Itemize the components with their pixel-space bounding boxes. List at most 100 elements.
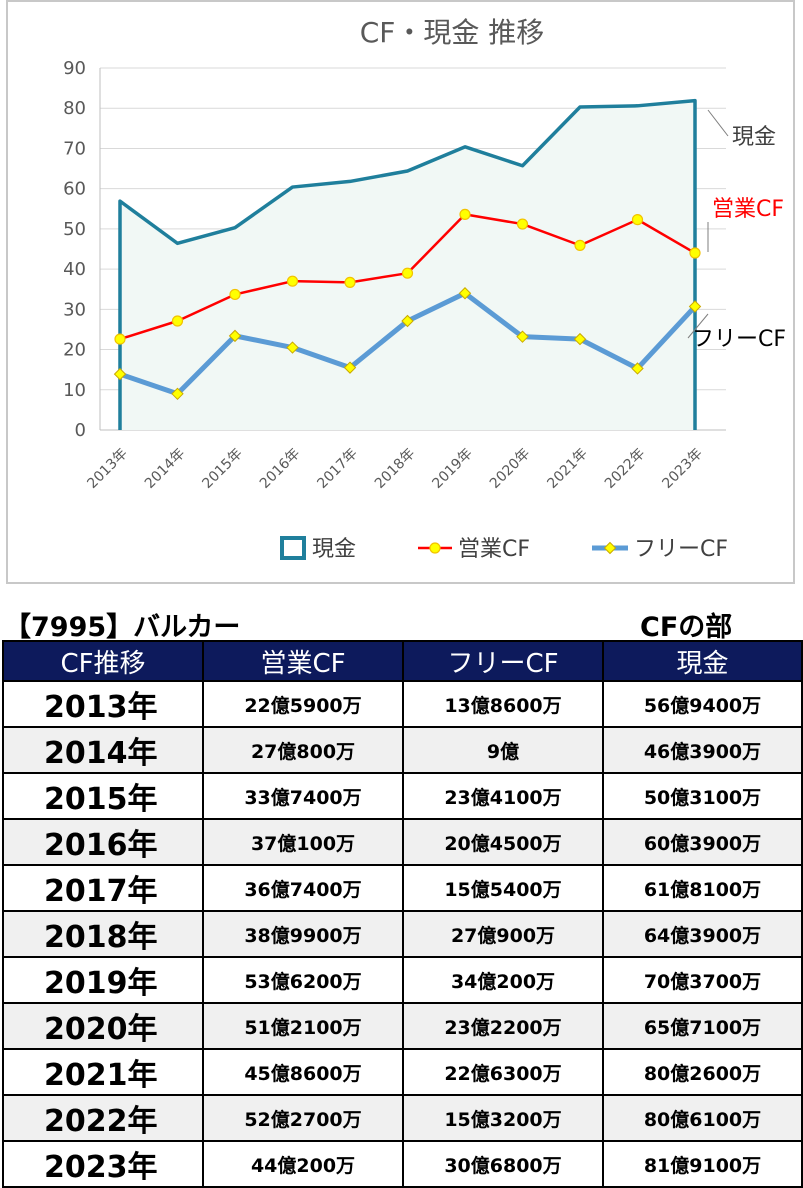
header-cash: 現金	[602, 640, 803, 682]
year-cell: 2022年	[2, 1094, 204, 1142]
x-tick-label: 2019年	[429, 446, 475, 492]
free-cf-point	[286, 341, 299, 354]
table-row: 2015年 33億7400万 23億4100万 50億3100万	[2, 772, 803, 820]
free-cf-point	[688, 300, 702, 313]
year-cell: 2023年	[2, 1140, 204, 1188]
year-cell: 2016年	[2, 818, 204, 866]
free-cf-point	[458, 287, 472, 300]
cash-cell: 80億6100万	[602, 1094, 803, 1142]
cash-cell: 70億3700万	[602, 956, 803, 1004]
y-tick-label: 40	[63, 259, 86, 280]
free-cf-point	[631, 362, 644, 375]
section-name: CFの部	[640, 612, 733, 643]
cash-cell: 81億9100万	[602, 1140, 803, 1188]
operating-cf-cell: 27億800万	[202, 726, 404, 774]
operating-cf-point	[344, 276, 356, 288]
operating-cf-cell: 52億2700万	[202, 1094, 404, 1142]
free-cf-cell: 30億6800万	[402, 1140, 604, 1188]
year-cell: 2021年	[2, 1048, 204, 1096]
free-cf-cell: 9億	[402, 726, 604, 774]
operating-cf-cell: 38億9900万	[202, 910, 404, 958]
free-cf-cell: 13億8600万	[402, 680, 604, 728]
operating-cf-cell: 33億7400万	[202, 772, 404, 820]
legend-operating-marker	[429, 542, 441, 554]
cf-table: CF推移 営業CF フリーCF 現金 2013年 22億5900万 13億8600万…	[2, 640, 803, 1188]
operating-cf-point	[401, 267, 414, 279]
operating-cf-point	[171, 315, 184, 327]
year-cell: 2019年	[2, 956, 204, 1004]
free-cf-cell: 23億2200万	[402, 1002, 604, 1050]
leader-line	[707, 109, 729, 137]
free-cf-cell: 23億4100万	[402, 772, 604, 820]
free-cf-cell: 15億5400万	[402, 864, 604, 912]
free-cf-point	[171, 387, 184, 401]
free-cf-point	[343, 361, 357, 374]
x-tick-label: 2016年	[257, 446, 303, 492]
operating-cf-point	[229, 288, 241, 301]
x-tick-label: 2014年	[142, 446, 188, 492]
operating-cf-point	[114, 333, 126, 345]
cash-cell: 56億9400万	[602, 680, 803, 728]
company-name: 【7995】バルカー	[4, 612, 241, 643]
y-tick-label: 50	[63, 219, 86, 240]
end-label: フリーCF	[692, 327, 786, 352]
operating-cf-cell: 53億6200万	[202, 956, 404, 1004]
x-tick-label: 2021年	[544, 446, 590, 492]
free-cf-point	[516, 330, 529, 343]
legend-free-marker	[603, 541, 617, 555]
x-tick-label: 2023年	[659, 446, 705, 492]
table-caption-row: 【7995】バルカー CFの部	[0, 605, 803, 643]
x-tick-label: 2020年	[487, 446, 533, 492]
year-cell: 2020年	[2, 1002, 204, 1050]
y-tick-label: 0	[75, 420, 86, 441]
year-cell: 2014年	[2, 726, 204, 774]
free-cf-cell: 22億6300万	[402, 1048, 604, 1096]
end-label: 営業CF	[712, 197, 784, 222]
chart-title: CF・現金 推移	[360, 16, 545, 49]
year-cell: 2015年	[2, 772, 204, 820]
free-cf-cell: 20億4500万	[402, 818, 604, 866]
x-tick-label: 2022年	[602, 446, 648, 492]
table-row: 2014年 27億800万 9億 46億3900万	[2, 726, 803, 774]
operating-cf-point	[459, 208, 471, 221]
legend-cash-swatch	[280, 536, 306, 560]
x-tick-label: 2017年	[314, 446, 360, 492]
free-cf-point	[573, 332, 587, 346]
year-cell: 2017年	[2, 864, 204, 912]
operating-cf-cell: 44億200万	[202, 1140, 404, 1188]
operating-cf-point	[574, 239, 586, 251]
free-cf-point	[113, 367, 127, 381]
end-label: 現金	[732, 125, 776, 150]
table-row: 2018年 38億9900万 27億900万 64億3900万	[2, 910, 803, 958]
year-cell: 2013年	[2, 680, 204, 728]
cash-cell: 46億3900万	[602, 726, 803, 774]
y-tick-label: 90	[63, 58, 86, 79]
table-row: 2013年 22億5900万 13億8600万 56億9400万	[2, 680, 803, 728]
x-tick-label: 2015年	[199, 446, 245, 492]
legend-free-label: フリーCF	[634, 537, 728, 562]
table-row: 2023年 44億200万 30億6800万 81億9100万	[2, 1140, 803, 1188]
table-row: 2017年 36億7400万 15億5400万 61億8100万	[2, 864, 803, 912]
free-cf-point	[228, 329, 242, 343]
y-tick-label: 70	[63, 138, 86, 159]
free-cf-point	[401, 314, 414, 328]
header-cf-trend: CF推移	[2, 640, 204, 682]
table-row: 2020年 51億2100万 23億2200万 65億7100万	[2, 1002, 803, 1050]
cash-area	[120, 100, 695, 430]
cash-cell: 50億3100万	[602, 772, 803, 820]
operating-cf-cell: 45億8600万	[202, 1048, 404, 1096]
cash-cell: 61億8100万	[602, 864, 803, 912]
cash-cell: 80億2600万	[602, 1048, 803, 1096]
leader-line	[687, 313, 709, 339]
y-tick-label: 80	[63, 98, 86, 119]
cash-cell: 65億7100万	[602, 1002, 803, 1050]
operating-cf-cell: 22億5900万	[202, 680, 404, 728]
cash-cell: 60億3900万	[602, 818, 803, 866]
operating-cf-point	[631, 214, 644, 226]
operating-cf-cell: 51億2100万	[202, 1002, 404, 1050]
legend-cash-label: 現金	[312, 537, 356, 562]
table-row: 2016年 37億100万 20億4500万 60億3900万	[2, 818, 803, 866]
x-tick-label: 2018年	[372, 446, 418, 492]
y-tick-label: 30	[63, 299, 86, 320]
operating-cf-point	[286, 275, 299, 287]
